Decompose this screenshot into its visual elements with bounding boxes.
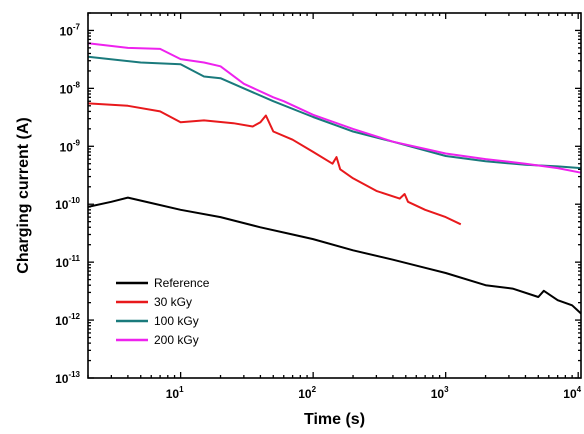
x-tick-label-base: 10 — [563, 387, 577, 401]
x-tick-label-exponent: 3 — [444, 385, 449, 394]
y-tick-label: 10-10 — [55, 196, 80, 212]
series-line-0 — [87, 196, 582, 315]
legend-label-2: 100 kGy — [154, 314, 199, 328]
y-tick-label-exponent: -7 — [73, 22, 81, 31]
x-tick-label-exponent: 2 — [312, 385, 317, 394]
x-tick-label: 101 — [166, 385, 184, 401]
y-tick-label: 10-9 — [60, 138, 81, 154]
x-tick-label: 104 — [563, 385, 581, 401]
y-tick-label-exponent: -9 — [73, 138, 81, 147]
y-tick-label-exponent: -10 — [68, 196, 80, 205]
series-line-1 — [87, 102, 462, 226]
plot-frame — [87, 12, 582, 379]
y-tick-label-exponent: -12 — [68, 312, 80, 321]
legend-label-1: 30 kGy — [154, 295, 192, 309]
y-axis-title: Charging current (A) — [15, 117, 32, 273]
legend-label-0: Reference — [154, 276, 210, 290]
data-layer — [87, 42, 582, 315]
series-line-2 — [87, 55, 582, 170]
x-tick-label: 102 — [298, 385, 316, 401]
y-tick-label: 10-11 — [56, 254, 81, 270]
y-tick-label-base: 10 — [55, 198, 69, 212]
x-tick-label-exponent: 1 — [179, 385, 184, 394]
ticks-layer: 101 102 103 10410-1310-1210-1110-1010-910-8… — [55, 12, 582, 401]
y-tick-label-base: 10 — [60, 24, 74, 38]
y-tick-label-base: 10 — [60, 82, 74, 96]
y-tick-label-exponent: -8 — [73, 80, 81, 89]
y-tick-label-exponent: -11 — [69, 254, 81, 263]
legend-label-3: 200 kGy — [154, 333, 199, 347]
y-tick-label-exponent: -13 — [68, 370, 80, 379]
y-tick-label-base: 10 — [60, 140, 74, 154]
y-tick-label: 10-7 — [60, 22, 81, 38]
y-tick-label: 10-13 — [55, 370, 80, 386]
x-tick-label: 103 — [431, 385, 449, 401]
x-axis-title: Time (s) — [304, 411, 365, 428]
y-tick-label-base: 10 — [55, 314, 69, 328]
y-tick-label: 10-8 — [60, 80, 81, 96]
y-tick-label-base: 10 — [56, 256, 70, 270]
legend: Reference 30 kGy 100 kGy 200 kGy — [116, 276, 210, 347]
y-tick-label-base: 10 — [55, 372, 69, 386]
x-tick-label-base: 10 — [431, 387, 445, 401]
series-line-3 — [87, 42, 582, 174]
x-tick-label-exponent: 4 — [577, 385, 582, 394]
x-tick-label-base: 10 — [298, 387, 312, 401]
y-tick-label: 10-12 — [55, 312, 80, 328]
x-tick-label-base: 10 — [166, 387, 180, 401]
